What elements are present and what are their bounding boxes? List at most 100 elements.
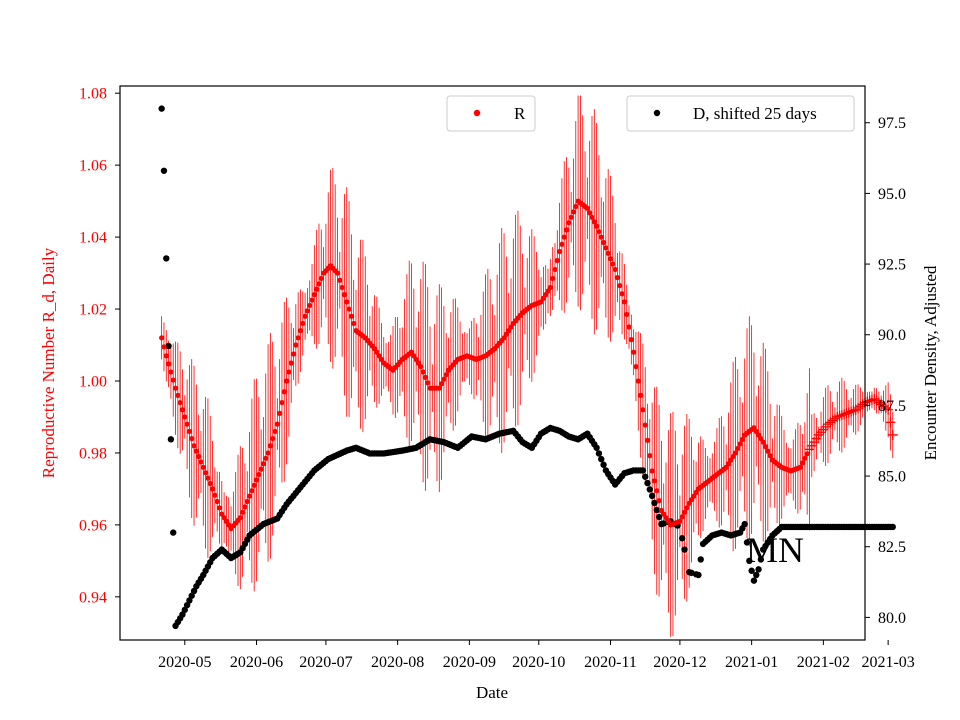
- r-point: [624, 311, 630, 318]
- r-point: [568, 214, 574, 220]
- r-point: [631, 349, 637, 355]
- r-point: [836, 410, 847, 421]
- r-point: [304, 308, 311, 314]
- r-point: [207, 480, 213, 487]
- r-point: [175, 392, 181, 398]
- r-point: [832, 411, 843, 422]
- r-plus-marker: [839, 409, 850, 420]
- x-tick-label: 2020-11: [584, 654, 637, 671]
- right-tick-label: 85.0: [878, 469, 906, 486]
- r-point: [316, 281, 322, 287]
- d-point: [648, 492, 656, 500]
- r-point: [177, 399, 183, 406]
- r-point: [591, 219, 597, 225]
- r-point: [189, 435, 195, 442]
- r-point: [302, 313, 308, 319]
- r-point: [834, 411, 845, 422]
- r-point: [596, 229, 602, 235]
- r-point: [161, 344, 167, 350]
- r-point: [600, 239, 607, 246]
- r-point: [186, 428, 193, 434]
- r-point: [626, 324, 632, 330]
- r-point: [584, 205, 590, 211]
- r-point: [168, 369, 174, 375]
- r-point: [214, 498, 220, 505]
- r-point: [246, 493, 253, 499]
- d-point: [158, 105, 165, 112]
- r-point: [547, 284, 553, 291]
- right-tick-label: 82.5: [878, 539, 906, 556]
- r-point: [263, 455, 269, 461]
- d-point: [748, 567, 755, 574]
- r-point: [253, 477, 260, 483]
- r-point: [566, 220, 572, 226]
- x-tick-label: 2020-05: [158, 654, 211, 671]
- left-tick-label: 1.02: [79, 302, 107, 319]
- d-point: [753, 571, 760, 579]
- r-point: [293, 342, 299, 348]
- r-point: [251, 482, 257, 488]
- left-tick-label: 1.04: [79, 230, 107, 247]
- r-plus-marker: [846, 406, 857, 417]
- r-point: [351, 320, 357, 327]
- r-point: [281, 389, 287, 395]
- r-point: [841, 408, 852, 419]
- r-point: [681, 509, 688, 515]
- d-point: [600, 461, 607, 468]
- r-point: [887, 429, 898, 440]
- r-point: [212, 492, 218, 498]
- d-point: [681, 546, 688, 553]
- d-point: [160, 167, 168, 174]
- r-point: [619, 291, 625, 297]
- r-plus-marker: [836, 410, 847, 421]
- r-plus-marker: [883, 404, 894, 415]
- r-plus-marker: [832, 411, 843, 422]
- r-point: [209, 486, 216, 492]
- left-tick-label: 1.00: [79, 373, 107, 390]
- r-point: [170, 377, 176, 383]
- x-tick-label: 2020-07: [299, 654, 352, 671]
- r-point: [441, 376, 447, 382]
- r-point: [561, 234, 567, 240]
- r-point: [621, 299, 627, 305]
- r-point: [184, 421, 190, 427]
- r-point: [640, 407, 646, 413]
- left-tick-label: 0.94: [79, 589, 107, 606]
- r-point: [258, 466, 264, 472]
- left-tick-label: 0.98: [79, 445, 107, 462]
- r-plus-marker: [866, 394, 877, 405]
- r-point: [339, 284, 345, 291]
- r-point: [249, 488, 255, 494]
- r-point: [260, 461, 267, 467]
- left-tick-label: 0.96: [79, 517, 107, 534]
- r-plus-marker: [841, 408, 852, 419]
- right-tick-label: 97.5: [878, 115, 906, 132]
- r-point: [216, 505, 223, 511]
- r-point: [198, 459, 204, 465]
- r-point: [300, 320, 306, 327]
- r-point: [612, 266, 618, 273]
- d-point: [741, 520, 748, 528]
- plot-frame: [119, 85, 866, 641]
- r-point: [684, 505, 690, 511]
- r-point: [589, 214, 595, 220]
- r-point: [628, 337, 634, 343]
- r-point: [637, 392, 644, 398]
- r-point: [654, 488, 660, 494]
- d-point: [170, 529, 177, 536]
- r-point: [603, 245, 609, 251]
- r-point: [633, 363, 639, 370]
- r-point: [885, 417, 896, 428]
- x-axis-ticks: 2020-05 2020-06 2020-07 2020-08 2020-09 2020-…: [158, 640, 915, 671]
- x-tick-label: 2020-12: [653, 654, 706, 671]
- d-point: [746, 557, 753, 565]
- r-point: [556, 248, 563, 255]
- r-plus-marker: [887, 429, 898, 440]
- x-tick-label: 2021-01: [725, 654, 778, 671]
- x-tick-label: 2021-02: [797, 654, 850, 671]
- r-point: [677, 518, 683, 524]
- r-point: [334, 270, 341, 276]
- r-point: [573, 203, 579, 210]
- d-point: [598, 455, 605, 463]
